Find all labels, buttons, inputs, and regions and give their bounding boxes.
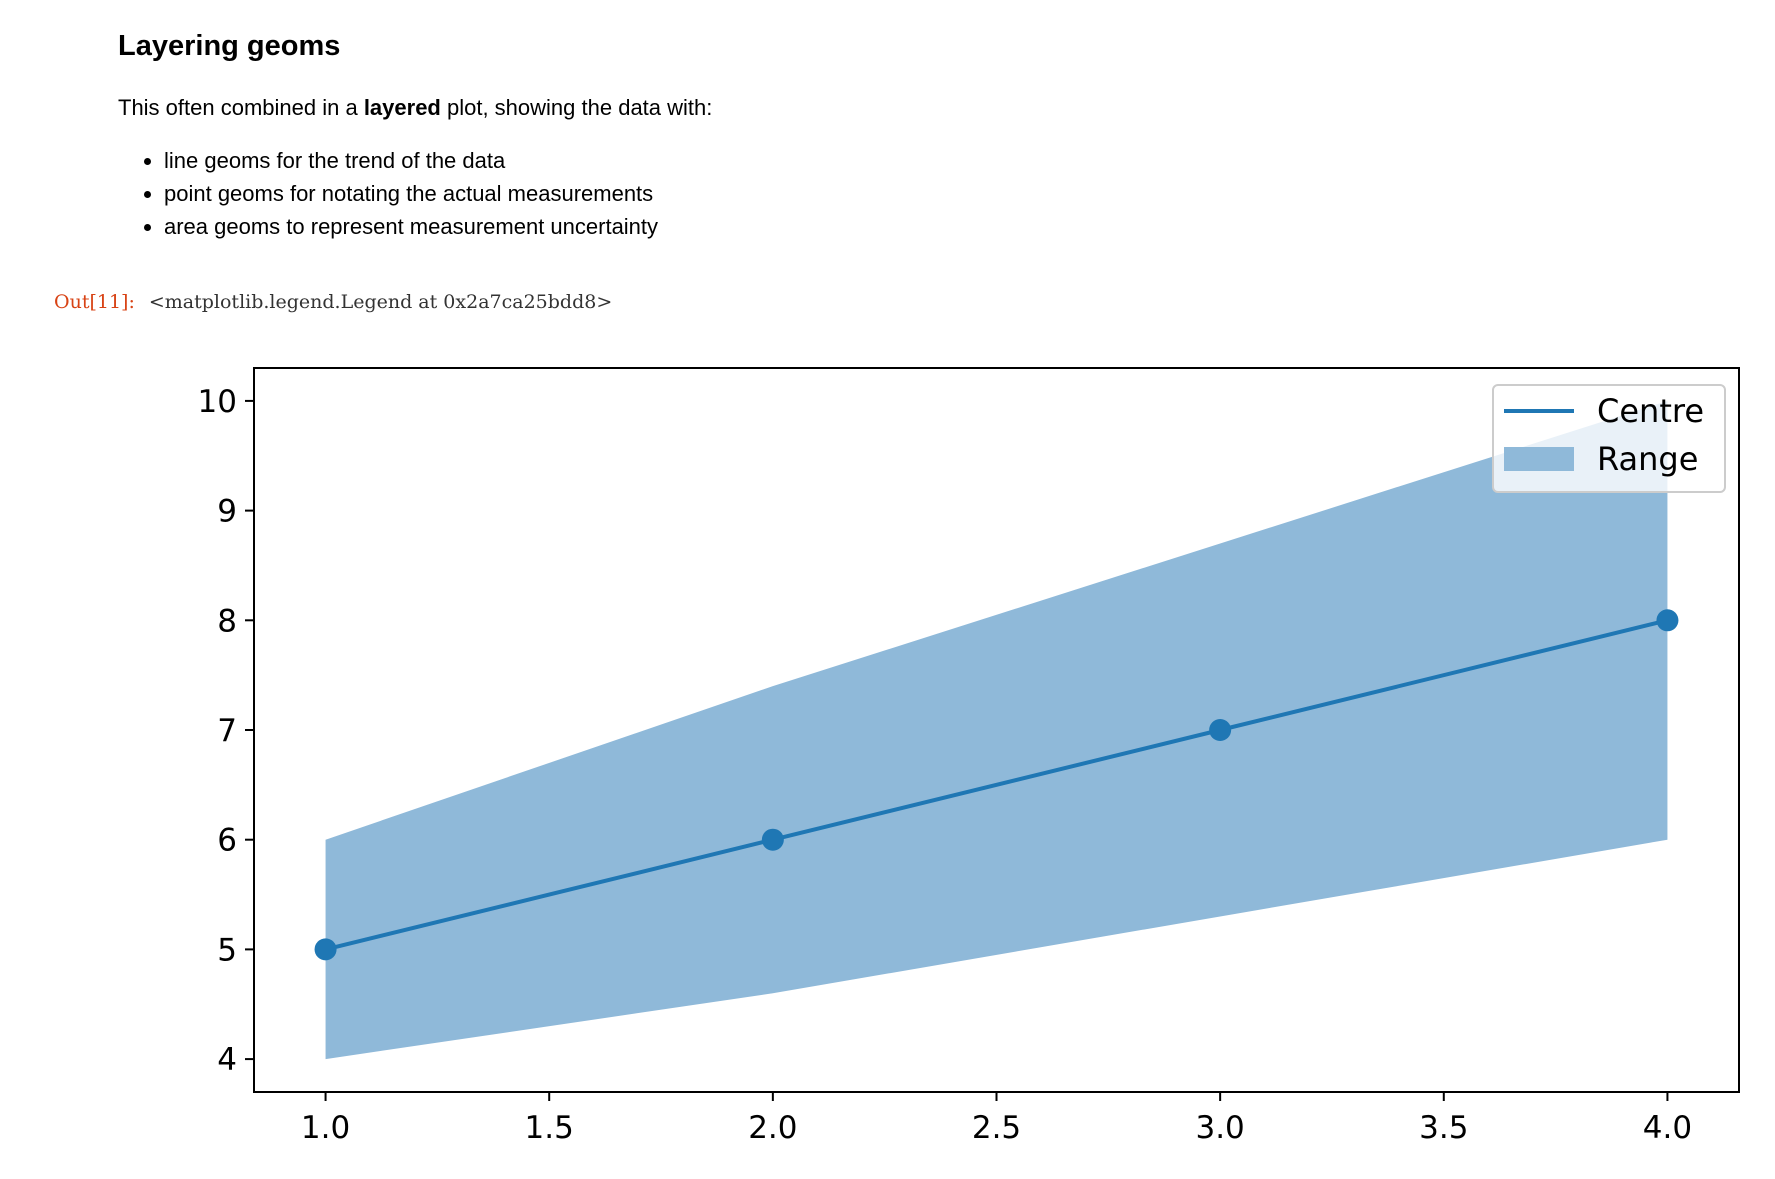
centre-line xyxy=(325,618,1668,952)
legend-label: Centre xyxy=(1597,392,1704,430)
bullet-list: line geoms for the trend of the data poi… xyxy=(118,144,712,243)
data-point xyxy=(314,938,337,961)
y-tick-label: 9 xyxy=(217,494,237,530)
markdown-cell: Layering geoms This often combined in a … xyxy=(118,26,712,243)
bullet-item: line geoms for the trend of the data xyxy=(164,144,712,177)
y-tick-label: 7 xyxy=(217,713,237,749)
intro-bold-word: layered xyxy=(363,95,441,120)
data-point xyxy=(1209,719,1232,741)
x-tick-label: 1.5 xyxy=(525,1110,574,1146)
section-heading: Layering geoms xyxy=(118,30,341,62)
intro-text-start: This often combined in a xyxy=(118,95,364,120)
legend-area-swatch xyxy=(1504,447,1574,471)
x-tick-label: 3.0 xyxy=(1195,1110,1244,1146)
intro-text-end: plot, showing the data with: xyxy=(440,95,713,120)
bullet-item: area geoms to represent measurement unce… xyxy=(164,210,712,243)
x-tick-label: 2.5 xyxy=(972,1110,1021,1146)
legend-label: Range xyxy=(1597,440,1698,478)
data-point xyxy=(1656,609,1679,632)
intro-paragraph: This often combined in a layered plot, s… xyxy=(118,94,712,122)
output-row: Out[11]: <matplotlib.legend.Legend at 0x2… xyxy=(54,291,612,313)
y-tick-label: 4 xyxy=(217,1042,237,1078)
y-tick-label: 6 xyxy=(217,823,237,859)
data-point xyxy=(761,828,784,851)
x-tick-label: 3.5 xyxy=(1419,1110,1468,1146)
bullet-item: point geoms for notating the actual meas… xyxy=(164,177,712,210)
y-tick-label: 5 xyxy=(217,932,237,968)
y-tick-label: 8 xyxy=(217,603,237,639)
range-area xyxy=(325,400,1668,1060)
x-tick-label: 2.0 xyxy=(748,1110,797,1146)
output-prompt: Out[11]: xyxy=(54,291,135,313)
x-tick-label: 1.0 xyxy=(301,1110,350,1146)
output-text: <matplotlib.legend.Legend at 0x2a7ca25bd… xyxy=(148,291,613,313)
y-tick-label: 10 xyxy=(198,384,237,420)
x-tick-label: 4.0 xyxy=(1643,1110,1692,1146)
